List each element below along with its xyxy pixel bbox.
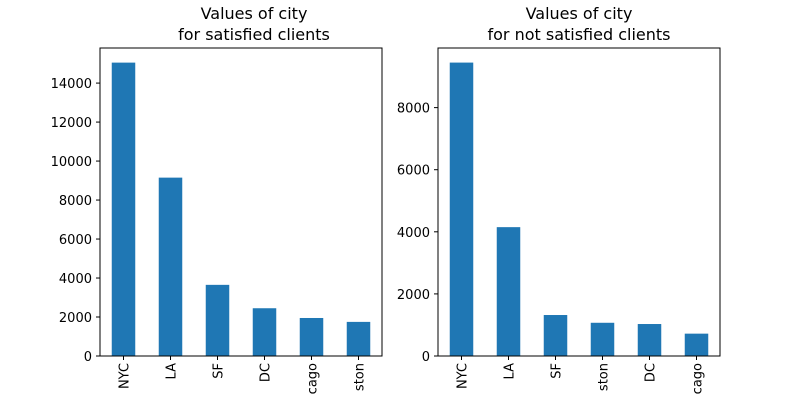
- chart-title-line2: for satisfied clients: [178, 25, 330, 44]
- y-tick-label: 2000: [397, 288, 430, 303]
- y-tick-label: 6000: [59, 233, 92, 248]
- x-tick-label: NYC: [456, 363, 471, 389]
- y-tick-label: 14000: [51, 77, 92, 92]
- x-tick-label: cago: [691, 363, 706, 394]
- x-tick-label: ston: [353, 363, 368, 391]
- bar-dc: [252, 308, 277, 356]
- chart-title-line1: Values of city: [201, 4, 308, 23]
- y-tick-label: 0: [422, 350, 430, 365]
- x-axis-ticks: NYC LA SF ston DC cago: [456, 356, 706, 394]
- bar-cago: [684, 333, 709, 356]
- y-tick-label: 8000: [397, 102, 430, 117]
- bar-sf: [205, 284, 230, 356]
- plot-frame: [437, 47, 721, 357]
- plot-frame: [99, 47, 383, 357]
- y-axis-ticks: 0 2000 4000 6000 8000: [397, 102, 438, 365]
- chart-title-line2: for not satisfied clients: [487, 25, 670, 44]
- bar-dc: [637, 324, 662, 356]
- x-tick-label: cago: [306, 363, 321, 394]
- x-tick-label: SF: [550, 363, 565, 379]
- chart-not-satisfied: Values of city for not satisfied clients…: [397, 4, 721, 394]
- y-tick-label: 6000: [397, 164, 430, 179]
- bar-ston: [590, 322, 615, 356]
- y-tick-label: 10000: [51, 155, 92, 170]
- chart-title-line1: Values of city: [526, 4, 633, 23]
- bar-series: [449, 62, 709, 357]
- bar-cago: [299, 317, 324, 356]
- bar-sf: [543, 315, 568, 356]
- x-tick-label: LA: [503, 363, 518, 380]
- bar-la: [158, 177, 183, 356]
- bar-nyc: [111, 62, 136, 357]
- chart-satisfied: Values of city for satisfied clients 0 20…: [51, 4, 383, 394]
- y-tick-label: 8000: [59, 194, 92, 209]
- bar-series: [111, 62, 371, 357]
- x-tick-label: SF: [212, 363, 227, 379]
- y-tick-label: 4000: [397, 226, 430, 241]
- x-tick-label: DC: [259, 363, 274, 382]
- bar-ston: [346, 321, 371, 356]
- x-axis-ticks: NYC LA SF DC cago ston: [118, 356, 368, 394]
- x-tick-label: ston: [597, 363, 612, 391]
- y-tick-label: 2000: [59, 311, 92, 326]
- x-tick-label: LA: [165, 363, 180, 380]
- y-axis-ticks: 0 2000 4000 6000 8000 10000 12000 14000: [51, 77, 100, 365]
- bar-la: [496, 227, 521, 356]
- y-tick-label: 0: [84, 350, 92, 365]
- y-tick-label: 12000: [51, 116, 92, 131]
- x-tick-label: NYC: [118, 363, 133, 389]
- x-tick-label: DC: [644, 363, 659, 382]
- bar-nyc: [449, 62, 474, 357]
- y-tick-label: 4000: [59, 272, 92, 287]
